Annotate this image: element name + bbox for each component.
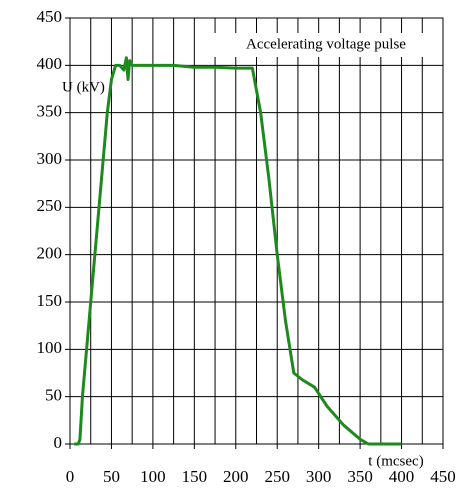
y-axis-label: U (kV): [62, 79, 105, 95]
legend-box: [212, 33, 440, 57]
x-tick-label: 300: [306, 467, 332, 486]
y-tick-label: 200: [37, 244, 63, 263]
y-tick-label: 100: [37, 338, 63, 357]
y-tick-label: 250: [37, 196, 63, 215]
y-tick-label: 50: [45, 386, 62, 405]
y-tick-label: 0: [54, 433, 63, 452]
y-tick-label: 350: [37, 102, 63, 121]
y-tick-label: 450: [37, 7, 63, 26]
x-tick-label: 150: [182, 467, 208, 486]
x-tick-label: 250: [264, 467, 290, 486]
x-tick-label: 450: [430, 467, 456, 486]
x-tick-label: 50: [103, 467, 120, 486]
y-tick-label: 300: [37, 149, 63, 168]
x-tick-label: 100: [140, 467, 166, 486]
y-tick-label: 400: [37, 54, 63, 73]
plot-frame: [69, 17, 444, 445]
x-tick-label: 350: [347, 467, 373, 486]
legend-text: Accelerating voltage pulse: [246, 36, 406, 52]
y-tick-label: 150: [37, 291, 63, 310]
x-axis-label: t (mcsec): [368, 453, 423, 469]
x-tick-label: 200: [223, 467, 249, 486]
x-tick-label: 0: [66, 467, 75, 486]
data-line: [74, 56, 402, 446]
x-tick-label: 400: [389, 467, 415, 486]
